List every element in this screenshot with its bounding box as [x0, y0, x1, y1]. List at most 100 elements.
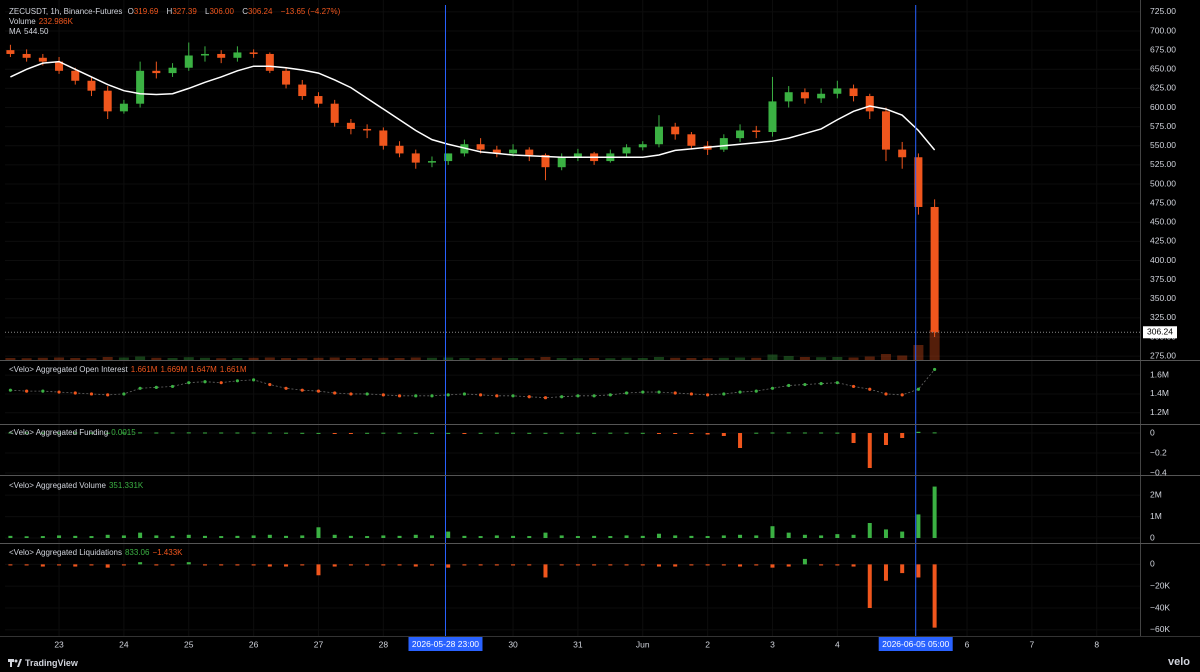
bar — [73, 535, 78, 538]
bar — [121, 535, 126, 538]
bar — [802, 534, 807, 538]
oi-point — [414, 394, 418, 398]
volume-value: 232.986K — [38, 17, 73, 26]
bar — [332, 534, 337, 538]
volume-bar — [653, 357, 664, 360]
bar — [624, 432, 629, 434]
x-tick-label: 2 — [705, 639, 710, 649]
bar — [40, 432, 45, 434]
source: velo — [1167, 656, 1190, 668]
ohlc-key: H — [166, 7, 173, 16]
candle-body — [314, 96, 323, 104]
y-tick-label: −60K — [1150, 624, 1170, 634]
bar — [235, 564, 240, 566]
bar — [640, 535, 645, 538]
oi-point — [543, 396, 548, 400]
y-tick-label: −20K — [1150, 580, 1170, 590]
bar — [527, 564, 532, 566]
y-tick-label: −40K — [1150, 602, 1170, 612]
candle-body — [622, 147, 631, 154]
candle-body — [752, 130, 761, 133]
pane-legend: <Velo> Aggregated Funding 0.0015 — [9, 428, 139, 438]
bar — [251, 535, 256, 538]
x-tick-label: 28 — [379, 639, 389, 649]
volume-bar — [832, 357, 843, 360]
bar — [40, 564, 45, 567]
bar — [575, 432, 580, 434]
bar — [365, 536, 370, 538]
y-tick-label: 450.00 — [1150, 217, 1176, 227]
bar — [267, 432, 272, 434]
bar — [721, 433, 726, 436]
candle-body — [914, 157, 923, 207]
oi-point — [916, 387, 921, 391]
bar — [851, 433, 856, 443]
bar — [316, 527, 321, 538]
bar — [154, 432, 159, 434]
bar — [413, 564, 418, 567]
bar — [170, 564, 175, 566]
bar — [202, 432, 207, 434]
bar — [478, 536, 483, 538]
bar — [608, 536, 613, 538]
ohlc: C306.24 — [242, 7, 275, 16]
bar — [170, 535, 175, 538]
bar — [592, 535, 597, 538]
ma-line: MA 544.50 — [9, 27, 343, 37]
candle-body — [865, 96, 874, 112]
oi-point — [624, 391, 629, 395]
candle-body — [363, 128, 372, 131]
candle-body — [346, 122, 355, 129]
volume-bar — [5, 358, 16, 360]
brand-logo — [8, 659, 22, 667]
volume-bar — [216, 358, 227, 360]
bar — [235, 535, 240, 538]
bar — [511, 535, 516, 538]
y-tick-label: 675.00 — [1150, 44, 1176, 54]
bar — [754, 432, 759, 434]
oi-point — [333, 391, 337, 395]
volume-label: Volume — [9, 17, 36, 26]
volume-bar — [54, 357, 65, 360]
bar — [494, 432, 499, 434]
bar — [738, 534, 743, 538]
volume-bar — [556, 358, 567, 360]
candle-body — [6, 50, 15, 54]
y-tick-label: 725.00 — [1150, 6, 1176, 16]
volume-bar — [281, 358, 292, 360]
bar — [494, 564, 499, 566]
bar — [284, 564, 289, 567]
candle-body — [509, 149, 518, 154]
candle-body — [687, 134, 696, 146]
oi-point — [706, 393, 710, 397]
volume-bar — [443, 357, 454, 360]
bar — [883, 529, 888, 538]
bar — [8, 432, 13, 434]
bar — [219, 432, 224, 434]
bar — [462, 564, 467, 566]
candle-body — [379, 130, 388, 146]
candle-body — [849, 88, 858, 97]
oi-point — [73, 391, 77, 395]
oi-point — [349, 392, 353, 396]
oi-point — [868, 387, 872, 391]
bar — [883, 564, 888, 581]
bar — [673, 535, 678, 538]
volume-bar — [118, 357, 129, 360]
x-tick-label: 24 — [119, 639, 129, 649]
oi-point — [851, 384, 856, 389]
bar — [381, 535, 386, 538]
bar — [608, 432, 613, 434]
pane-title: <Velo> Aggregated Liquidations — [9, 548, 122, 557]
volume-bar — [589, 358, 600, 360]
volume-bar — [394, 358, 405, 360]
volume-bar — [686, 358, 697, 360]
x-tick-label: 6 — [965, 639, 970, 649]
bar — [786, 432, 791, 434]
bar — [527, 536, 532, 538]
bar — [446, 531, 451, 538]
volume-bar — [848, 357, 859, 360]
y-tick-label: 575.00 — [1150, 121, 1176, 131]
x-tick-label: 27 — [314, 639, 324, 649]
